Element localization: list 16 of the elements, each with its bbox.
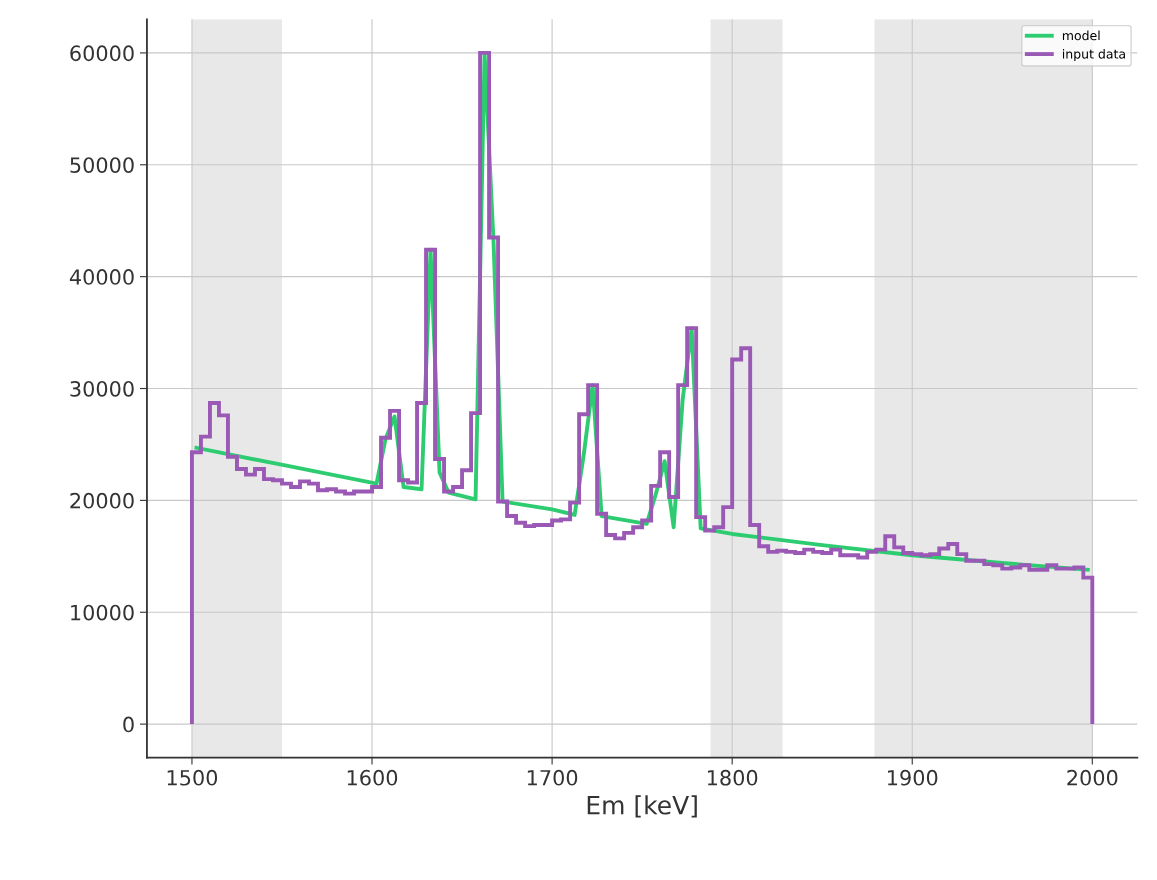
- x-tick-label: 1700: [527, 769, 578, 786]
- x-tick-label: 1500: [167, 769, 218, 786]
- legend-label: input data: [1062, 48, 1125, 62]
- y-tick-label: 50000: [70, 157, 134, 173]
- x-tick-label: 1600: [347, 769, 398, 786]
- x-tick-label: 1800: [707, 769, 758, 786]
- x-tick-label: 2000: [1067, 769, 1118, 786]
- y-tick-label: 0: [123, 716, 134, 733]
- y-tick-label: 20000: [70, 492, 134, 509]
- x-tick-label: 1900: [888, 769, 938, 786]
- y-tick-label: 30000: [70, 380, 134, 397]
- y-tick-label: 10000: [71, 604, 134, 621]
- legend-label: model: [1062, 30, 1100, 41]
- y-tick-label: 60000: [70, 45, 134, 62]
- x-axis-title: Em [keV]: [587, 795, 697, 818]
- y-tick-label: 40000: [69, 269, 134, 285]
